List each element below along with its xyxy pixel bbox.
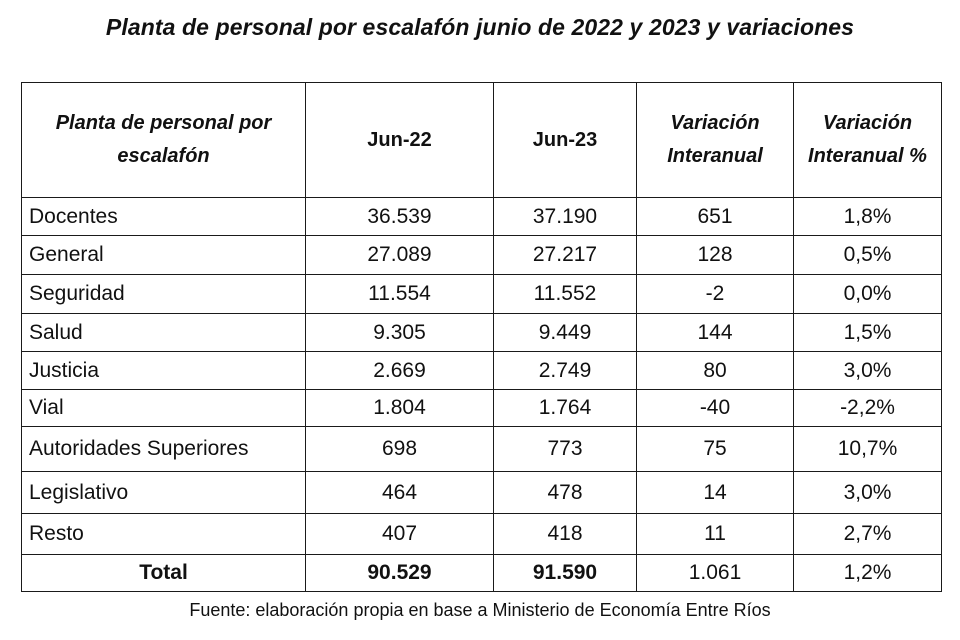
table-row: Salud 9.305 9.449 144 1,5% (21, 313, 942, 352)
cell-jun22: 407 (305, 513, 494, 555)
table-row: Seguridad 11.554 11.552 -2 0,0% (21, 274, 942, 314)
cell-variation: 128 (636, 235, 794, 275)
cell-jun22: 698 (305, 426, 494, 472)
row-label: Autoridades Superiores (21, 426, 306, 472)
cell-variation: 144 (636, 313, 794, 352)
cell-variation: 11 (636, 513, 794, 555)
cell-jun22: 11.554 (305, 274, 494, 314)
row-label: Salud (21, 313, 306, 352)
header-category: Planta de personal por escalafón (21, 82, 306, 198)
cell-jun22: 464 (305, 471, 494, 514)
cell-variation: -2 (636, 274, 794, 314)
total-variation: 1.061 (636, 554, 794, 592)
total-row: Total 90.529 91.590 1.061 1,2% (21, 554, 942, 592)
cell-jun23: 478 (493, 471, 637, 514)
cell-variation: 80 (636, 351, 794, 390)
cell-jun23: 11.552 (493, 274, 637, 314)
cell-jun23: 9.449 (493, 313, 637, 352)
header-row: Planta de personal por escalafón Jun-22 … (21, 82, 942, 198)
cell-jun23: 1.764 (493, 389, 637, 427)
header-variation-pct: Variación Interanual % (793, 82, 942, 198)
cell-variation-pct: 10,7% (793, 426, 942, 472)
cell-variation: 14 (636, 471, 794, 514)
cell-variation-pct: 0,0% (793, 274, 942, 314)
table-title: Planta de personal por escalafón junio d… (105, 14, 855, 40)
header-variation: Variación Interanual (636, 82, 794, 198)
cell-jun22: 9.305 (305, 313, 494, 352)
cell-variation: 651 (636, 197, 794, 236)
cell-variation-pct: 1,8% (793, 197, 942, 236)
cell-variation-pct: 3,0% (793, 471, 942, 514)
cell-jun22: 36.539 (305, 197, 494, 236)
table-row: Vial 1.804 1.764 -40 -2,2% (21, 389, 942, 427)
table-row: Docentes 36.539 37.190 651 1,8% (21, 197, 942, 236)
total-variation-pct: 1,2% (793, 554, 942, 592)
row-label: Seguridad (21, 274, 306, 314)
cell-variation-pct: 3,0% (793, 351, 942, 390)
cell-variation: -40 (636, 389, 794, 427)
row-label: Docentes (21, 197, 306, 236)
cell-jun23: 27.217 (493, 235, 637, 275)
row-label: Vial (21, 389, 306, 427)
cell-jun23: 2.749 (493, 351, 637, 390)
row-label: Resto (21, 513, 306, 555)
cell-jun22: 1.804 (305, 389, 494, 427)
cell-jun23: 773 (493, 426, 637, 472)
total-label: Total (21, 554, 306, 592)
row-label: Legislativo (21, 471, 306, 514)
table-row: Autoridades Superiores 698 773 75 10,7% (21, 426, 942, 472)
cell-variation-pct: 0,5% (793, 235, 942, 275)
table-row: Justicia 2.669 2.749 80 3,0% (21, 351, 942, 390)
staff-by-category-table: Planta de personal por escalafón Jun-22 … (21, 82, 942, 592)
cell-variation-pct: 1,5% (793, 313, 942, 352)
cell-variation-pct: -2,2% (793, 389, 942, 427)
row-label: General (21, 235, 306, 275)
total-jun23: 91.590 (493, 554, 637, 592)
table-row: Legislativo 464 478 14 3,0% (21, 471, 942, 514)
header-jun22: Jun-22 (305, 82, 494, 198)
table-row: Resto 407 418 11 2,7% (21, 513, 942, 555)
cell-jun22: 27.089 (305, 235, 494, 275)
total-jun22: 90.529 (305, 554, 494, 592)
cell-variation-pct: 2,7% (793, 513, 942, 555)
source-note: Fuente: elaboración propia en base a Min… (189, 600, 771, 620)
table-row: General 27.089 27.217 128 0,5% (21, 235, 942, 275)
cell-jun23: 418 (493, 513, 637, 555)
header-jun23: Jun-23 (493, 82, 637, 198)
cell-jun22: 2.669 (305, 351, 494, 390)
cell-variation: 75 (636, 426, 794, 472)
cell-jun23: 37.190 (493, 197, 637, 236)
row-label: Justicia (21, 351, 306, 390)
